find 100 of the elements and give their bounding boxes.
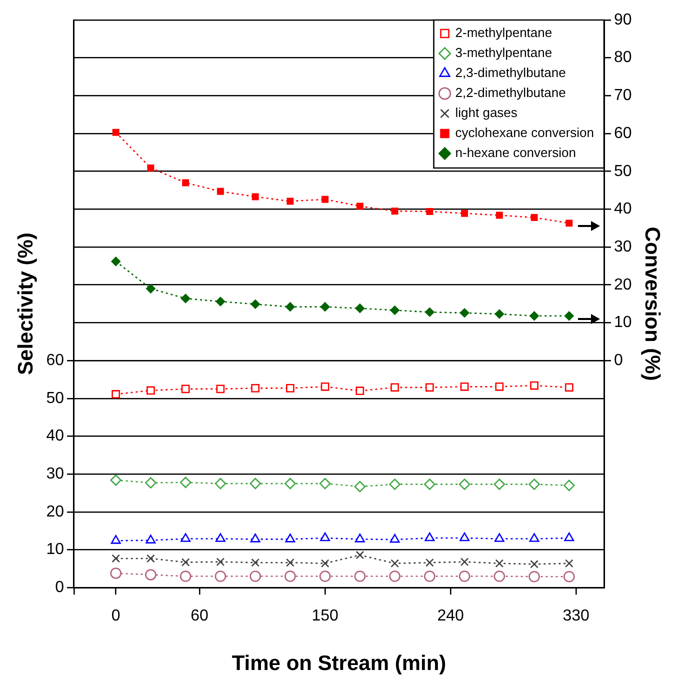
y2-axis-title: Conversion (%): [640, 226, 664, 381]
point: [528, 478, 540, 490]
point: [181, 558, 190, 566]
point: [529, 533, 540, 542]
point: [250, 478, 261, 490]
point: [354, 570, 366, 582]
point: [320, 559, 330, 568]
point: [319, 570, 331, 582]
point: [252, 193, 259, 200]
point: [460, 532, 470, 542]
point: [564, 559, 574, 568]
point: [182, 179, 190, 186]
point: [112, 128, 120, 136]
y2-tick-label: 80: [614, 49, 632, 66]
point: [215, 533, 226, 542]
y-tick-label: 30: [46, 465, 64, 482]
y-tick-label: 10: [46, 541, 64, 558]
legend-label: 2-methylpentane: [455, 25, 552, 40]
y-tick-label: 0: [55, 579, 64, 596]
point: [147, 164, 154, 172]
y2-tick-label: 30: [614, 238, 632, 256]
point: [389, 570, 400, 582]
point: [180, 570, 192, 582]
point: [180, 476, 192, 488]
point: [214, 478, 226, 490]
point: [460, 308, 470, 318]
point: [111, 256, 120, 266]
point: [356, 386, 364, 396]
legend-label: 2,3-dimethylbutane: [455, 65, 566, 80]
point: [530, 214, 538, 222]
point: [216, 384, 225, 394]
point: [112, 390, 120, 398]
point: [391, 208, 398, 215]
point: [530, 381, 538, 390]
point: [286, 198, 294, 205]
point: [460, 558, 469, 566]
point: [250, 570, 261, 582]
y2-tick-label: 90: [614, 11, 632, 28]
point: [181, 384, 190, 394]
point: [425, 383, 434, 392]
point: [494, 309, 504, 319]
point: [356, 202, 364, 210]
legend-label: 2,2-dimethylbutane: [455, 85, 566, 100]
point: [528, 570, 540, 582]
y2-tick-label: 40: [614, 200, 632, 218]
point: [496, 212, 503, 219]
point: [494, 570, 506, 582]
point: [563, 570, 575, 582]
y-tick-label: 40: [46, 428, 64, 445]
point: [494, 478, 506, 490]
point: [286, 558, 294, 567]
y2-tick-label: 0: [614, 352, 624, 369]
point: [495, 559, 504, 568]
point: [145, 569, 156, 580]
point: [354, 480, 366, 492]
point: [285, 534, 296, 542]
point: [458, 478, 470, 490]
y-tick-label: 20: [46, 503, 64, 520]
point: [214, 570, 226, 582]
x-tick-label: 60: [190, 608, 209, 625]
point: [110, 568, 122, 579]
point: [319, 478, 331, 490]
point: [354, 534, 365, 542]
point: [110, 535, 121, 544]
point: [322, 196, 329, 203]
x-tick-label: 330: [562, 608, 590, 625]
legend-label: n-hexane conversion: [455, 145, 576, 160]
point: [390, 559, 399, 568]
point: [563, 480, 575, 492]
y2-tick-label: 60: [614, 124, 632, 142]
legend-label: light gases: [455, 105, 518, 120]
y2-tick-label: 50: [614, 162, 632, 180]
point: [566, 220, 573, 227]
point: [424, 532, 435, 542]
point: [320, 532, 330, 542]
point: [356, 550, 364, 560]
point: [530, 560, 538, 568]
point: [355, 304, 365, 313]
point: [424, 570, 436, 582]
point: [284, 570, 296, 582]
point: [320, 302, 330, 312]
point: [564, 383, 574, 392]
point: [112, 554, 120, 563]
point: [494, 533, 504, 542]
point: [390, 306, 400, 315]
point: [425, 558, 434, 567]
point: [180, 294, 190, 304]
point: [216, 558, 225, 566]
point: [180, 533, 191, 542]
point: [390, 534, 400, 543]
point: [286, 302, 295, 312]
point: [461, 210, 468, 217]
point: [390, 383, 399, 392]
point: [426, 208, 434, 215]
point: [284, 478, 296, 490]
point: [216, 188, 224, 195]
point: [251, 558, 260, 567]
point: [425, 307, 434, 317]
point: [146, 386, 155, 395]
point: [216, 296, 226, 306]
